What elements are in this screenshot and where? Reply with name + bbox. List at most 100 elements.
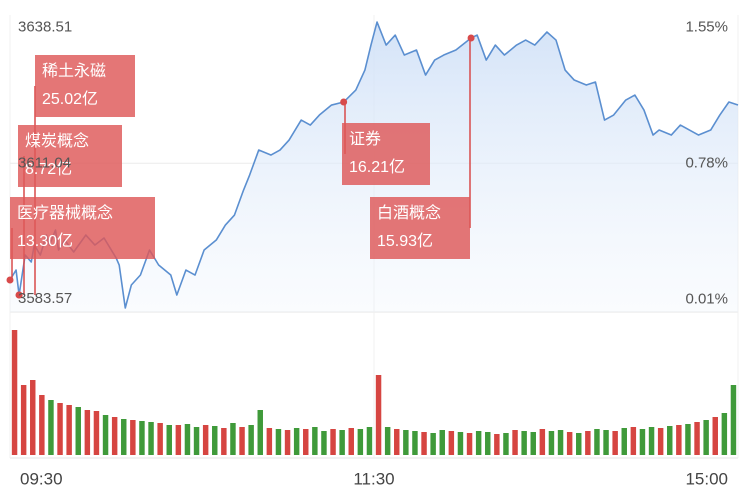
volume-bar <box>111 417 118 455</box>
volume-bar <box>721 413 728 455</box>
volume-bar <box>39 395 45 455</box>
y2-tick-label: 0.01% <box>685 291 728 308</box>
volume-bar <box>730 385 737 455</box>
volume-bar <box>121 419 127 455</box>
volume-bar <box>521 431 527 455</box>
volume-bar <box>548 431 555 455</box>
annotation-amount: 25.02亿 <box>42 90 98 108</box>
annotation-box <box>342 123 430 185</box>
annotation-dot <box>467 34 475 42</box>
volume-bar <box>212 426 218 455</box>
annotation-dot <box>15 291 23 299</box>
annotation-amount: 16.21亿 <box>349 158 405 176</box>
volume-bar <box>594 429 600 455</box>
volume-bar <box>657 428 664 455</box>
volume-bar <box>557 430 564 455</box>
volume-bar <box>284 430 291 455</box>
volume-bar <box>439 430 445 455</box>
x-tick-label: 15:00 <box>685 469 728 488</box>
y-tick-label: 3611.04 <box>18 154 71 171</box>
volume-bar <box>239 427 245 455</box>
x-tick-label: 11:30 <box>353 469 394 488</box>
volume-bar <box>20 385 27 455</box>
annotation-amount: 13.30亿 <box>17 232 73 250</box>
volume-bar <box>339 430 345 455</box>
volume-bar <box>93 411 100 455</box>
x-tick-label: 09:30 <box>20 469 63 488</box>
volume-bar <box>694 422 700 455</box>
volume-bar <box>475 431 482 455</box>
volume-bar <box>448 431 455 455</box>
annotation-box <box>370 197 470 259</box>
volume-bar <box>466 433 473 455</box>
annotation-dot <box>340 98 348 106</box>
volume-bar <box>430 433 436 455</box>
volume-bar <box>412 431 418 455</box>
volume-bar <box>175 425 182 455</box>
volume-bar <box>348 428 354 455</box>
volume-bar <box>703 420 709 455</box>
volume-bar <box>166 425 172 455</box>
annotation-label: 煤炭概念 <box>25 131 89 150</box>
annotation-dot <box>6 276 14 284</box>
volume-bar <box>403 430 409 455</box>
volume-bar <box>576 433 582 455</box>
annotation-box <box>10 197 155 259</box>
annotation-label: 医疗器械概念 <box>17 203 113 222</box>
y-tick-label: 3583.57 <box>18 290 72 307</box>
volume-bar <box>630 427 637 455</box>
volume-bar <box>130 420 136 455</box>
volume-bar <box>566 432 573 455</box>
volume-bar <box>530 432 536 455</box>
volume-bar <box>648 427 655 455</box>
volume-bar <box>139 421 145 455</box>
volume-bar <box>676 425 682 455</box>
volume-bar <box>612 431 618 455</box>
annotation-amount: 15.93亿 <box>377 232 433 250</box>
volume-bar <box>312 427 318 455</box>
annotation-label: 稀土永磁 <box>42 62 106 80</box>
volume-bar <box>667 426 673 455</box>
volume-bar <box>539 429 546 455</box>
volume-bar <box>57 403 63 455</box>
volume-bar <box>330 429 336 455</box>
volume-bar <box>603 430 609 455</box>
volume-bar <box>30 380 36 455</box>
volume-bar <box>102 415 109 455</box>
volume-bar <box>221 428 227 455</box>
volume-bar <box>639 429 646 455</box>
y2-tick-label: 0.78% <box>685 154 728 171</box>
volume-bar <box>11 330 18 455</box>
volume-bar <box>366 427 373 455</box>
volume-bar <box>193 427 200 455</box>
volume-bar <box>184 424 191 455</box>
volume-bar <box>303 429 309 455</box>
annotation-label: 证券 <box>349 130 381 148</box>
volume-bar <box>712 417 718 455</box>
volume-bar <box>585 431 591 455</box>
volume-bar <box>503 433 509 455</box>
volume-bar <box>685 424 691 455</box>
volume-bar <box>357 429 364 455</box>
volume-bar <box>421 432 427 455</box>
volume-bar <box>494 434 500 455</box>
volume-bar <box>230 423 236 455</box>
y-tick-label: 3638.51 <box>18 18 72 35</box>
volume-bar <box>266 428 273 455</box>
volume-bar <box>384 427 391 455</box>
volume-bar <box>293 428 300 455</box>
volume-bar <box>75 407 81 455</box>
y2-tick-label: 1.55% <box>685 18 728 35</box>
volume-bar <box>157 423 163 455</box>
annotation-box <box>35 55 135 117</box>
volume-bar <box>512 430 518 455</box>
volume-bar <box>485 432 491 455</box>
volume-bar <box>275 429 282 455</box>
volume-bar <box>257 410 263 455</box>
volume-bar <box>321 431 327 455</box>
volume-bar <box>48 400 54 455</box>
volume-bar <box>148 422 154 455</box>
annotation-label: 白酒概念 <box>377 203 441 222</box>
volume-bar <box>84 410 91 455</box>
